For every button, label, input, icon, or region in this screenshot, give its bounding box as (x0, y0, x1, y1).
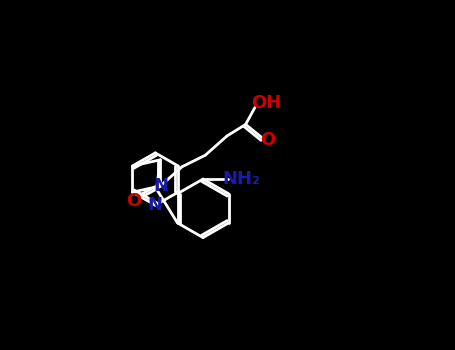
Text: N: N (148, 196, 163, 214)
Text: O: O (126, 191, 142, 210)
Text: OH: OH (251, 94, 281, 112)
Text: NH₂: NH₂ (223, 170, 261, 188)
Text: O: O (260, 131, 276, 149)
Text: N: N (153, 177, 168, 195)
